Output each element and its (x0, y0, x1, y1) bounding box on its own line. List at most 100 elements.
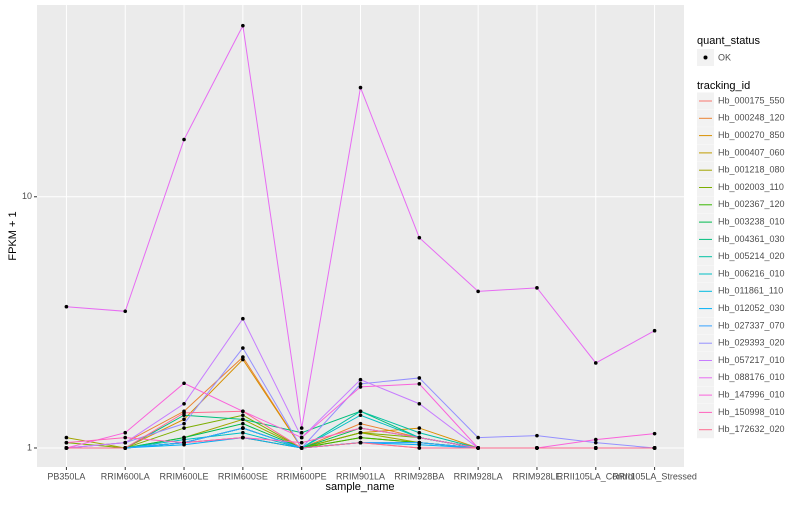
data-point (64, 446, 69, 450)
data-point (123, 440, 128, 445)
data-point (417, 401, 422, 406)
legend-label: Hb_000248_120 (718, 113, 785, 123)
data-point (358, 85, 363, 90)
x-tick-label: RRIM600PE (277, 471, 327, 481)
data-point (652, 431, 657, 436)
data-point (417, 376, 422, 380)
x-tick-label: RRIM928BA (394, 471, 444, 481)
legend-label: Hb_005214_020 (718, 251, 785, 261)
legend-label: Hb_003238_010 (718, 216, 785, 226)
data-point (652, 446, 657, 450)
data-point (64, 440, 69, 445)
x-tick-label: RRIM901LA (336, 471, 385, 481)
x-tick-label: RRIM600LA (101, 471, 150, 481)
data-point (535, 286, 539, 290)
data-point (241, 421, 245, 426)
legend-point (703, 55, 708, 60)
data-point (593, 446, 598, 450)
data-point (299, 440, 304, 445)
data-point (182, 381, 186, 386)
data-point (241, 357, 245, 362)
data-point (182, 411, 186, 415)
shape-legend-entry: OK (718, 52, 731, 62)
data-point (358, 385, 363, 389)
data-point (417, 382, 422, 386)
data-point (358, 382, 363, 386)
x-tick-label: RRIM928LA (454, 471, 503, 481)
data-point (123, 446, 128, 450)
legend-label: Hb_000270_850 (718, 130, 785, 140)
legend-label: Hb_027337_070 (718, 320, 785, 330)
legend-label: Hb_011861_110 (718, 286, 783, 296)
data-point (358, 440, 363, 445)
x-tick-label: RRIM600SE (218, 471, 268, 481)
data-point (182, 426, 186, 430)
data-point (358, 430, 363, 435)
data-point (358, 435, 363, 440)
legend-label: Hb_029393_020 (718, 338, 785, 348)
data-point (535, 446, 539, 450)
data-point (241, 409, 245, 414)
legend-label: Hb_001218_080 (718, 165, 785, 175)
shape-legend-title: quant_status (697, 35, 760, 47)
legend-label: Hb_088176_010 (718, 372, 785, 382)
data-point (593, 437, 598, 442)
legend-label: Hb_002003_110 (718, 182, 784, 192)
data-point (299, 435, 304, 440)
data-point (417, 235, 422, 240)
data-point (182, 437, 186, 442)
data-point (182, 440, 186, 445)
data-point (476, 446, 480, 450)
legend-label: Hb_012052_030 (718, 303, 785, 313)
legend-label: Hb_057217_010 (718, 355, 785, 365)
data-point (476, 435, 480, 440)
data-point (241, 430, 245, 435)
data-point (123, 430, 128, 435)
x-tick-label: RRIM928LE (512, 471, 561, 481)
x-axis-label: sample_name (325, 481, 394, 493)
x-tick-label: RRII105LA_Control (557, 471, 635, 481)
legend-label: Hb_000175_550 (718, 95, 785, 105)
legend-label: Hb_172632_020 (718, 424, 785, 434)
legend-label: Hb_150998_010 (718, 407, 785, 417)
data-point (182, 417, 186, 422)
data-point (417, 446, 422, 450)
data-point (241, 435, 245, 440)
legend-title: tracking_id (697, 80, 750, 92)
data-point (417, 440, 422, 445)
legend-label: Hb_000407_060 (718, 147, 785, 157)
data-point (241, 426, 245, 430)
data-point (299, 446, 304, 450)
data-point (652, 328, 657, 333)
data-point (417, 426, 422, 430)
x-tick-label: RRII105LA_Stressed (612, 471, 697, 481)
legend-label: Hb_006216_010 (718, 268, 785, 278)
data-point (299, 430, 304, 435)
data-point (241, 23, 245, 28)
data-point (358, 426, 363, 430)
x-tick-label: RRIM600LE (160, 471, 209, 481)
data-point (182, 137, 186, 142)
data-point (241, 346, 245, 350)
x-tick-label: PB350LA (47, 471, 85, 481)
data-point (299, 426, 304, 430)
data-point (64, 304, 69, 309)
data-point (241, 417, 245, 422)
data-point (535, 433, 539, 438)
legend-label: Hb_147996_010 (718, 389, 785, 399)
data-point (358, 421, 363, 426)
data-point (417, 430, 422, 435)
legend-label: Hb_004361_030 (718, 234, 785, 244)
data-point (64, 435, 69, 440)
data-point (476, 289, 480, 294)
data-point (358, 377, 363, 382)
y-tick-label: 1 (27, 442, 32, 452)
data-point (182, 421, 186, 426)
data-point (123, 309, 128, 314)
legend-label: Hb_002367_120 (718, 199, 785, 209)
data-point (417, 435, 422, 440)
data-point (358, 413, 363, 418)
data-point (182, 401, 186, 406)
data-point (593, 440, 598, 445)
